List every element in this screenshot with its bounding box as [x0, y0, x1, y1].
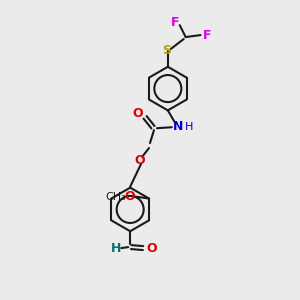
Text: O: O: [135, 154, 146, 167]
Text: CH₃: CH₃: [105, 192, 126, 202]
Text: F: F: [170, 16, 179, 29]
Text: S: S: [162, 44, 171, 57]
Text: N: N: [172, 120, 183, 133]
Text: H: H: [111, 242, 122, 255]
Text: O: O: [147, 242, 157, 255]
Text: H: H: [184, 122, 193, 132]
Text: O: O: [124, 190, 135, 203]
Text: F: F: [203, 28, 212, 42]
Text: O: O: [133, 107, 143, 120]
